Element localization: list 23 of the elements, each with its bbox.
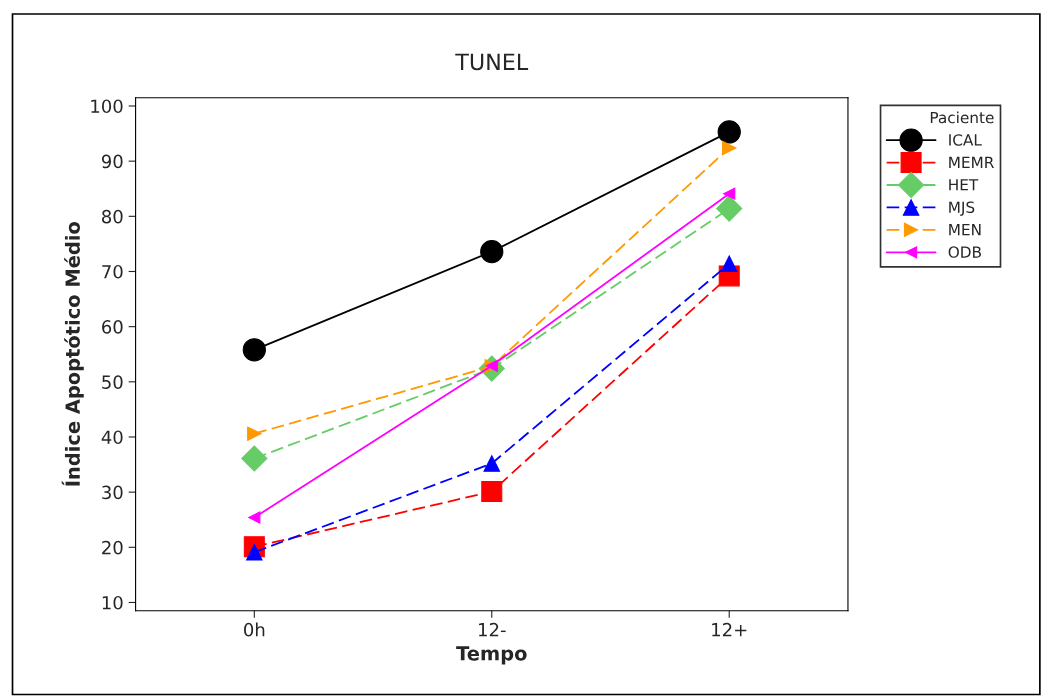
y-tick-label: 20 xyxy=(102,540,123,555)
y-tick-label: 70 xyxy=(102,264,123,279)
y-tick-label: 60 xyxy=(102,320,123,334)
y-tick-label: 10 xyxy=(102,595,123,610)
legend-label: MEMR xyxy=(949,156,994,168)
x-axis-title: Tempo xyxy=(456,646,527,665)
legend-label: HET xyxy=(949,179,979,191)
x-tick-label: 0h xyxy=(244,622,265,637)
legend-title: Paciente xyxy=(930,111,994,124)
y-tick-label: 40 xyxy=(101,430,123,445)
y-tick-label: 50 xyxy=(102,375,123,389)
x-tick-label: 12+ xyxy=(712,622,747,637)
y-tick-label: 80 xyxy=(102,209,123,224)
x-tick-label: 12- xyxy=(479,622,506,637)
y-tick-label: 100 xyxy=(91,99,123,114)
legend-label: ODB xyxy=(948,246,981,258)
legend-label: MEN xyxy=(949,224,981,236)
legend-label: ICAL xyxy=(949,134,982,146)
y-axis-title: Índice Apoptótico Médio xyxy=(61,222,84,486)
chart-title: TUNEL xyxy=(455,53,529,71)
y-tick-label: 90 xyxy=(101,154,123,169)
legend-label: MJS xyxy=(949,201,975,216)
y-tick-label: 30 xyxy=(102,485,123,500)
